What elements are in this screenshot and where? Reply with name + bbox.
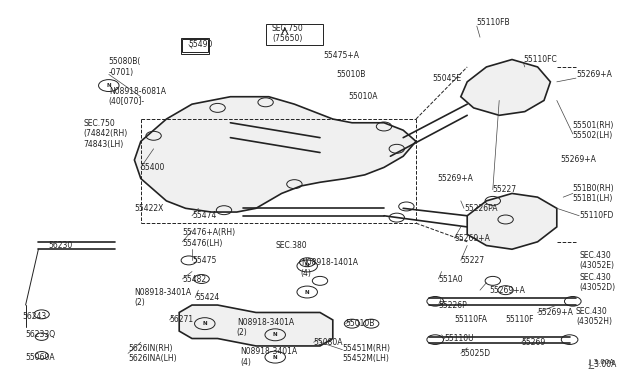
Text: 55025D: 55025D (461, 349, 491, 358)
Bar (181, 38, 209, 54)
Text: J_3.00A: J_3.00A (589, 360, 617, 369)
Text: SEC.430
(43052D): SEC.430 (43052D) (579, 273, 615, 292)
Text: 55110FA: 55110FA (454, 315, 488, 324)
Text: 55045E: 55045E (432, 74, 461, 83)
Text: 55269+A: 55269+A (454, 234, 490, 243)
Text: N: N (106, 83, 111, 88)
Text: J_3.00A: J_3.00A (589, 358, 615, 365)
Text: 55476+A(RH)
55476(LH): 55476+A(RH) 55476(LH) (182, 228, 236, 248)
Text: N: N (305, 289, 310, 295)
Text: N: N (202, 321, 207, 326)
Text: N08918-3401A
(2): N08918-3401A (2) (134, 288, 191, 307)
Text: 55226P: 55226P (438, 301, 467, 310)
Bar (266, 24, 323, 45)
Text: 55424: 55424 (195, 293, 220, 302)
Text: 55010B: 55010B (346, 319, 375, 328)
Text: 55226PA: 55226PA (464, 204, 497, 213)
Text: 56243: 56243 (22, 312, 47, 321)
Text: SEC.750
(74842(RH)
74843(LH): SEC.750 (74842(RH) 74843(LH) (83, 119, 127, 149)
Polygon shape (461, 60, 550, 115)
Text: 55110FD: 55110FD (579, 211, 614, 220)
Text: SEC.380: SEC.380 (275, 241, 307, 250)
Polygon shape (179, 305, 333, 346)
Text: 55422X: 55422X (134, 204, 164, 213)
Text: 55269+A: 55269+A (437, 174, 473, 183)
Text: 55400: 55400 (141, 163, 165, 172)
Text: 5626IN(RH)
5626INA(LH): 5626IN(RH) 5626INA(LH) (128, 344, 177, 363)
Text: SEC.430
(43052E): SEC.430 (43052E) (579, 251, 614, 270)
Text: SEC.750
(75650): SEC.750 (75650) (272, 24, 304, 43)
Text: 55269+A: 55269+A (576, 70, 612, 79)
Polygon shape (467, 193, 557, 249)
Polygon shape (134, 97, 416, 212)
Text: 55475+A: 55475+A (323, 51, 359, 60)
Text: N: N (273, 332, 278, 337)
Text: 55010B: 55010B (336, 70, 365, 79)
Text: 55475: 55475 (192, 256, 216, 265)
Text: 56233Q: 56233Q (26, 330, 56, 339)
Text: 55227: 55227 (493, 185, 517, 194)
Text: N08918-3401A
(4): N08918-3401A (4) (240, 347, 297, 367)
Text: 55110F: 55110F (506, 315, 534, 324)
Text: SEC.430
(43052H): SEC.430 (43052H) (576, 307, 612, 326)
Text: 55080B(
-0701): 55080B( -0701) (109, 57, 141, 77)
Text: 55269+A: 55269+A (560, 155, 596, 164)
Text: 55269: 55269 (522, 338, 546, 347)
Text: 55501(RH)
55502(LH): 55501(RH) 55502(LH) (573, 121, 614, 140)
Text: 56230: 56230 (48, 241, 72, 250)
Text: N08918-1401A
(4): N08918-1401A (4) (301, 258, 358, 278)
Text: 551B0(RH)
551B1(LH): 551B0(RH) 551B1(LH) (573, 184, 614, 203)
Bar (182, 39, 208, 52)
Text: 55110U: 55110U (445, 334, 474, 343)
Text: 55269+A: 55269+A (538, 308, 573, 317)
Text: 55010A: 55010A (349, 92, 378, 101)
Text: 55482: 55482 (182, 275, 207, 283)
Text: 55490: 55490 (189, 40, 213, 49)
Text: 55474: 55474 (192, 211, 216, 220)
Text: 55451M(RH)
55452M(LH): 55451M(RH) 55452M(LH) (342, 344, 390, 363)
Text: N: N (305, 263, 310, 269)
Text: 55227: 55227 (461, 256, 485, 265)
Text: 551A0: 551A0 (438, 275, 463, 283)
Text: 55060A: 55060A (26, 353, 55, 362)
Text: 55269+A: 55269+A (490, 286, 525, 295)
Text: 55110FC: 55110FC (524, 55, 557, 64)
Text: 56271: 56271 (170, 315, 194, 324)
Text: N08918-3401A
(2): N08918-3401A (2) (237, 318, 294, 337)
Text: 55110FB: 55110FB (477, 18, 511, 27)
Text: 55080A: 55080A (314, 338, 343, 347)
Text: N08918-6081A
(40[070]-: N08918-6081A (40[070]- (109, 87, 166, 106)
Text: N: N (273, 355, 278, 360)
